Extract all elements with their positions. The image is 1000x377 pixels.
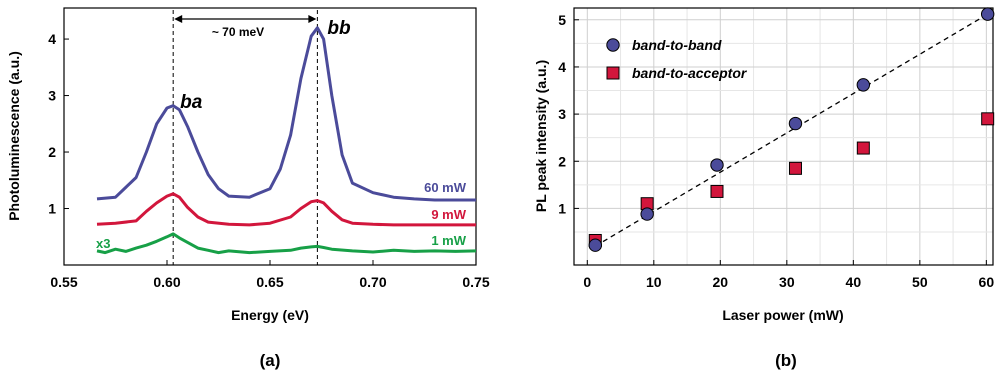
y-tick-label: 4 xyxy=(48,31,56,47)
x-tick-label: 10 xyxy=(646,274,662,290)
data-point-band-to-band xyxy=(641,208,653,220)
panel-b: 0 10 20 30 40 50 60 1 2 3 4 5 band-to-band band-to-… xyxy=(533,8,994,370)
separation-annotation: ~ 70 meV xyxy=(212,25,264,39)
y-tick-label: 1 xyxy=(48,201,56,217)
data-point-band-to-band xyxy=(711,159,723,171)
y-tick-label: 5 xyxy=(558,12,566,28)
x-tick-label: 40 xyxy=(846,274,862,290)
data-point-band-to-acceptor xyxy=(711,185,723,197)
peak-label-ba: ba xyxy=(180,92,203,113)
panel-a: 0.55 0.60 0.65 0.70 0.75 1 2 3 4 ba bb 60 mW 9 mW 1… xyxy=(6,8,490,370)
x-tick-label: 0.60 xyxy=(153,274,180,290)
x-tick-label: 0 xyxy=(583,274,591,290)
y-tick-label: 2 xyxy=(48,144,56,160)
series-label: 60 mW xyxy=(424,180,467,195)
peak-label-bb: bb xyxy=(327,18,351,39)
data-point-band-to-acceptor xyxy=(857,142,869,154)
y-tick-label: 3 xyxy=(558,106,566,122)
legend-square-marker xyxy=(607,67,619,79)
data-point-band-to-band xyxy=(789,117,801,129)
panel-a-series: 60 mW 9 mW 1 mW xyxy=(97,28,476,253)
series-line xyxy=(97,234,476,253)
panel-b-ylabel: PL peak intensity (a.u.) xyxy=(533,60,549,212)
x-tick-label: 30 xyxy=(779,274,795,290)
arrow-head-right xyxy=(308,15,316,23)
data-point-band-to-acceptor xyxy=(789,162,801,174)
data-point-band-to-band xyxy=(981,8,993,20)
x-tick-label: 50 xyxy=(912,274,928,290)
x-tick-label: 0.65 xyxy=(256,274,283,290)
legend-band-to-band: band-to-band xyxy=(632,37,722,53)
data-point-band-to-band xyxy=(589,239,601,251)
panel-b-ticks: 0 10 20 30 40 50 60 1 2 3 4 5 xyxy=(558,12,994,290)
series-line xyxy=(97,28,476,200)
x-tick-label: 0.70 xyxy=(359,274,386,290)
y-tick-label: 1 xyxy=(558,200,566,216)
data-point-band-to-acceptor xyxy=(982,113,994,125)
panel-b-label: (b) xyxy=(775,351,797,370)
panel-b-xlabel: Laser power (mW) xyxy=(722,307,843,323)
x-tick-label: 0.55 xyxy=(50,274,77,290)
series-label: 9 mW xyxy=(431,207,466,222)
data-point-band-to-band xyxy=(857,79,869,91)
legend-band-to-acceptor: band-to-acceptor xyxy=(632,65,748,81)
multiplier-label: x3 xyxy=(96,236,110,251)
panel-a-xlabel: Energy (eV) xyxy=(231,307,309,323)
x-tick-label: 0.75 xyxy=(462,274,489,290)
series-label: 1 mW xyxy=(431,233,466,248)
arrow-head-left xyxy=(174,15,182,23)
x-tick-label: 20 xyxy=(713,274,729,290)
legend-circle-marker xyxy=(607,39,619,51)
panel-a-ylabel: Photoluminescence (a.u.) xyxy=(6,51,22,221)
y-tick-label: 4 xyxy=(558,59,566,75)
y-tick-label: 3 xyxy=(48,88,56,104)
panel-a-label: (a) xyxy=(260,351,281,370)
panel-a-frame xyxy=(64,8,476,265)
x-tick-label: 60 xyxy=(979,274,995,290)
y-tick-label: 2 xyxy=(558,153,566,169)
